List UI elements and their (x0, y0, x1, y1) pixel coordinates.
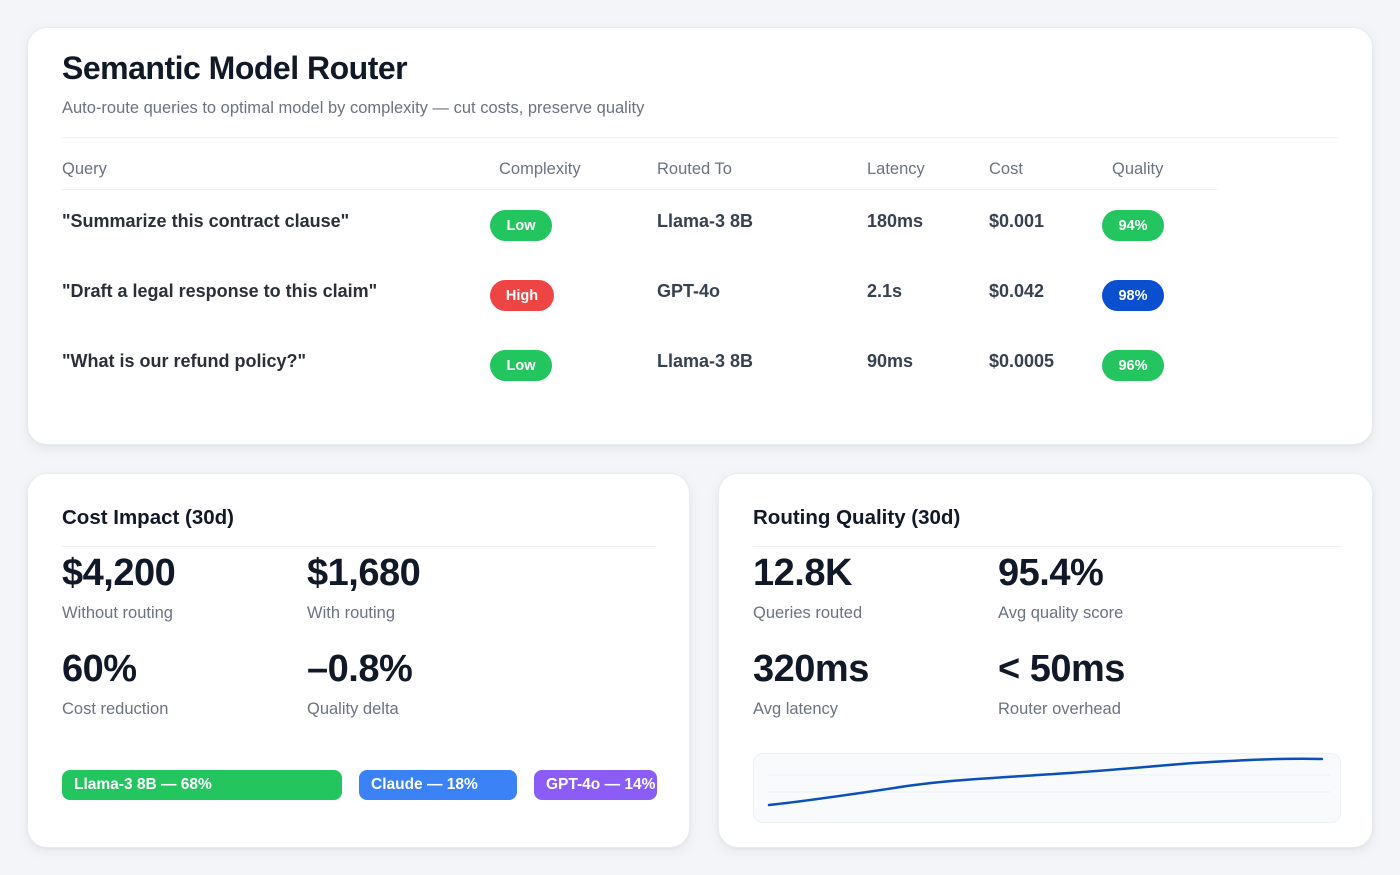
cost-impact-card: Cost Impact (30d) $4,200 Without routing… (27, 473, 690, 848)
metric-label: Queries routed (753, 604, 863, 622)
metric-value: $4,200 (62, 552, 176, 594)
complexity-badge: High (490, 280, 554, 311)
routing-quality-title: Routing Quality (30d) (753, 506, 961, 529)
query-text: "Summarize this contract clause" (62, 211, 350, 231)
column-header-routed-to: Routed To (657, 160, 732, 178)
latency-value: 180ms (867, 211, 924, 231)
cost-value: $0.042 (989, 281, 1045, 301)
latency-value: 2.1s (867, 281, 903, 301)
cost-value: $0.001 (989, 211, 1045, 231)
quality-badge: 98% (1102, 280, 1164, 311)
metric-value: $1,680 (307, 552, 421, 594)
cost-impact-title: Cost Impact (30d) (62, 506, 234, 529)
latency-value: 90ms (867, 351, 914, 371)
header-divider (62, 137, 1338, 138)
metric-value: –0.8% (307, 648, 413, 690)
column-header-latency: Latency (867, 160, 925, 178)
router-card: Semantic Model Router Auto-route queries… (27, 27, 1373, 445)
metric-label: With routing (307, 604, 396, 622)
column-header-quality: Quality (1112, 160, 1164, 178)
quality-sparkline (753, 753, 1341, 823)
routed-model: Llama-3 8B (657, 211, 754, 231)
routed-model: Llama-3 8B (657, 351, 754, 371)
distribution-segment-claude[interactable]: Claude — 18% (359, 770, 517, 800)
query-text: "Draft a legal response to this claim" (62, 281, 378, 301)
page-subtitle: Auto-route queries to optimal model by c… (62, 99, 645, 117)
metric-label: Avg quality score (998, 604, 1124, 622)
metric-value: 95.4% (998, 552, 1104, 594)
routing-quality-card: Routing Quality (30d) 12.8K Queries rout… (718, 473, 1373, 848)
sparkline-chart (767, 757, 1330, 807)
page-title: Semantic Model Router (62, 50, 408, 86)
routing-quality-divider (753, 546, 1341, 547)
cost-impact-divider (62, 546, 656, 547)
table-header-divider (62, 189, 1217, 190)
metric-label: Without routing (62, 604, 173, 622)
quality-badge: 94% (1102, 210, 1164, 241)
metric-label: Router overhead (998, 700, 1121, 718)
complexity-badge: Low (490, 210, 552, 241)
cost-value: $0.0005 (989, 351, 1055, 371)
column-header-cost: Cost (989, 160, 1023, 178)
metric-label: Cost reduction (62, 700, 169, 718)
distribution-segment-llama[interactable]: Llama-3 8B — 68% (62, 770, 342, 800)
metric-value: 12.8K (753, 552, 852, 594)
complexity-badge: Low (490, 350, 552, 381)
column-header-complexity: Complexity (499, 160, 581, 178)
metric-label: Avg latency (753, 700, 838, 718)
routed-model: GPT-4o (657, 281, 721, 301)
metric-label: Quality delta (307, 700, 399, 718)
metric-value: 60% (62, 648, 137, 690)
metric-value: 320ms (753, 648, 869, 690)
quality-badge: 96% (1102, 350, 1164, 381)
column-header-query: Query (62, 160, 107, 178)
metric-value: < 50ms (998, 648, 1125, 690)
query-text: "What is our refund policy?" (62, 351, 307, 371)
distribution-segment-gpt4o[interactable]: GPT-4o — 14% (534, 770, 657, 800)
